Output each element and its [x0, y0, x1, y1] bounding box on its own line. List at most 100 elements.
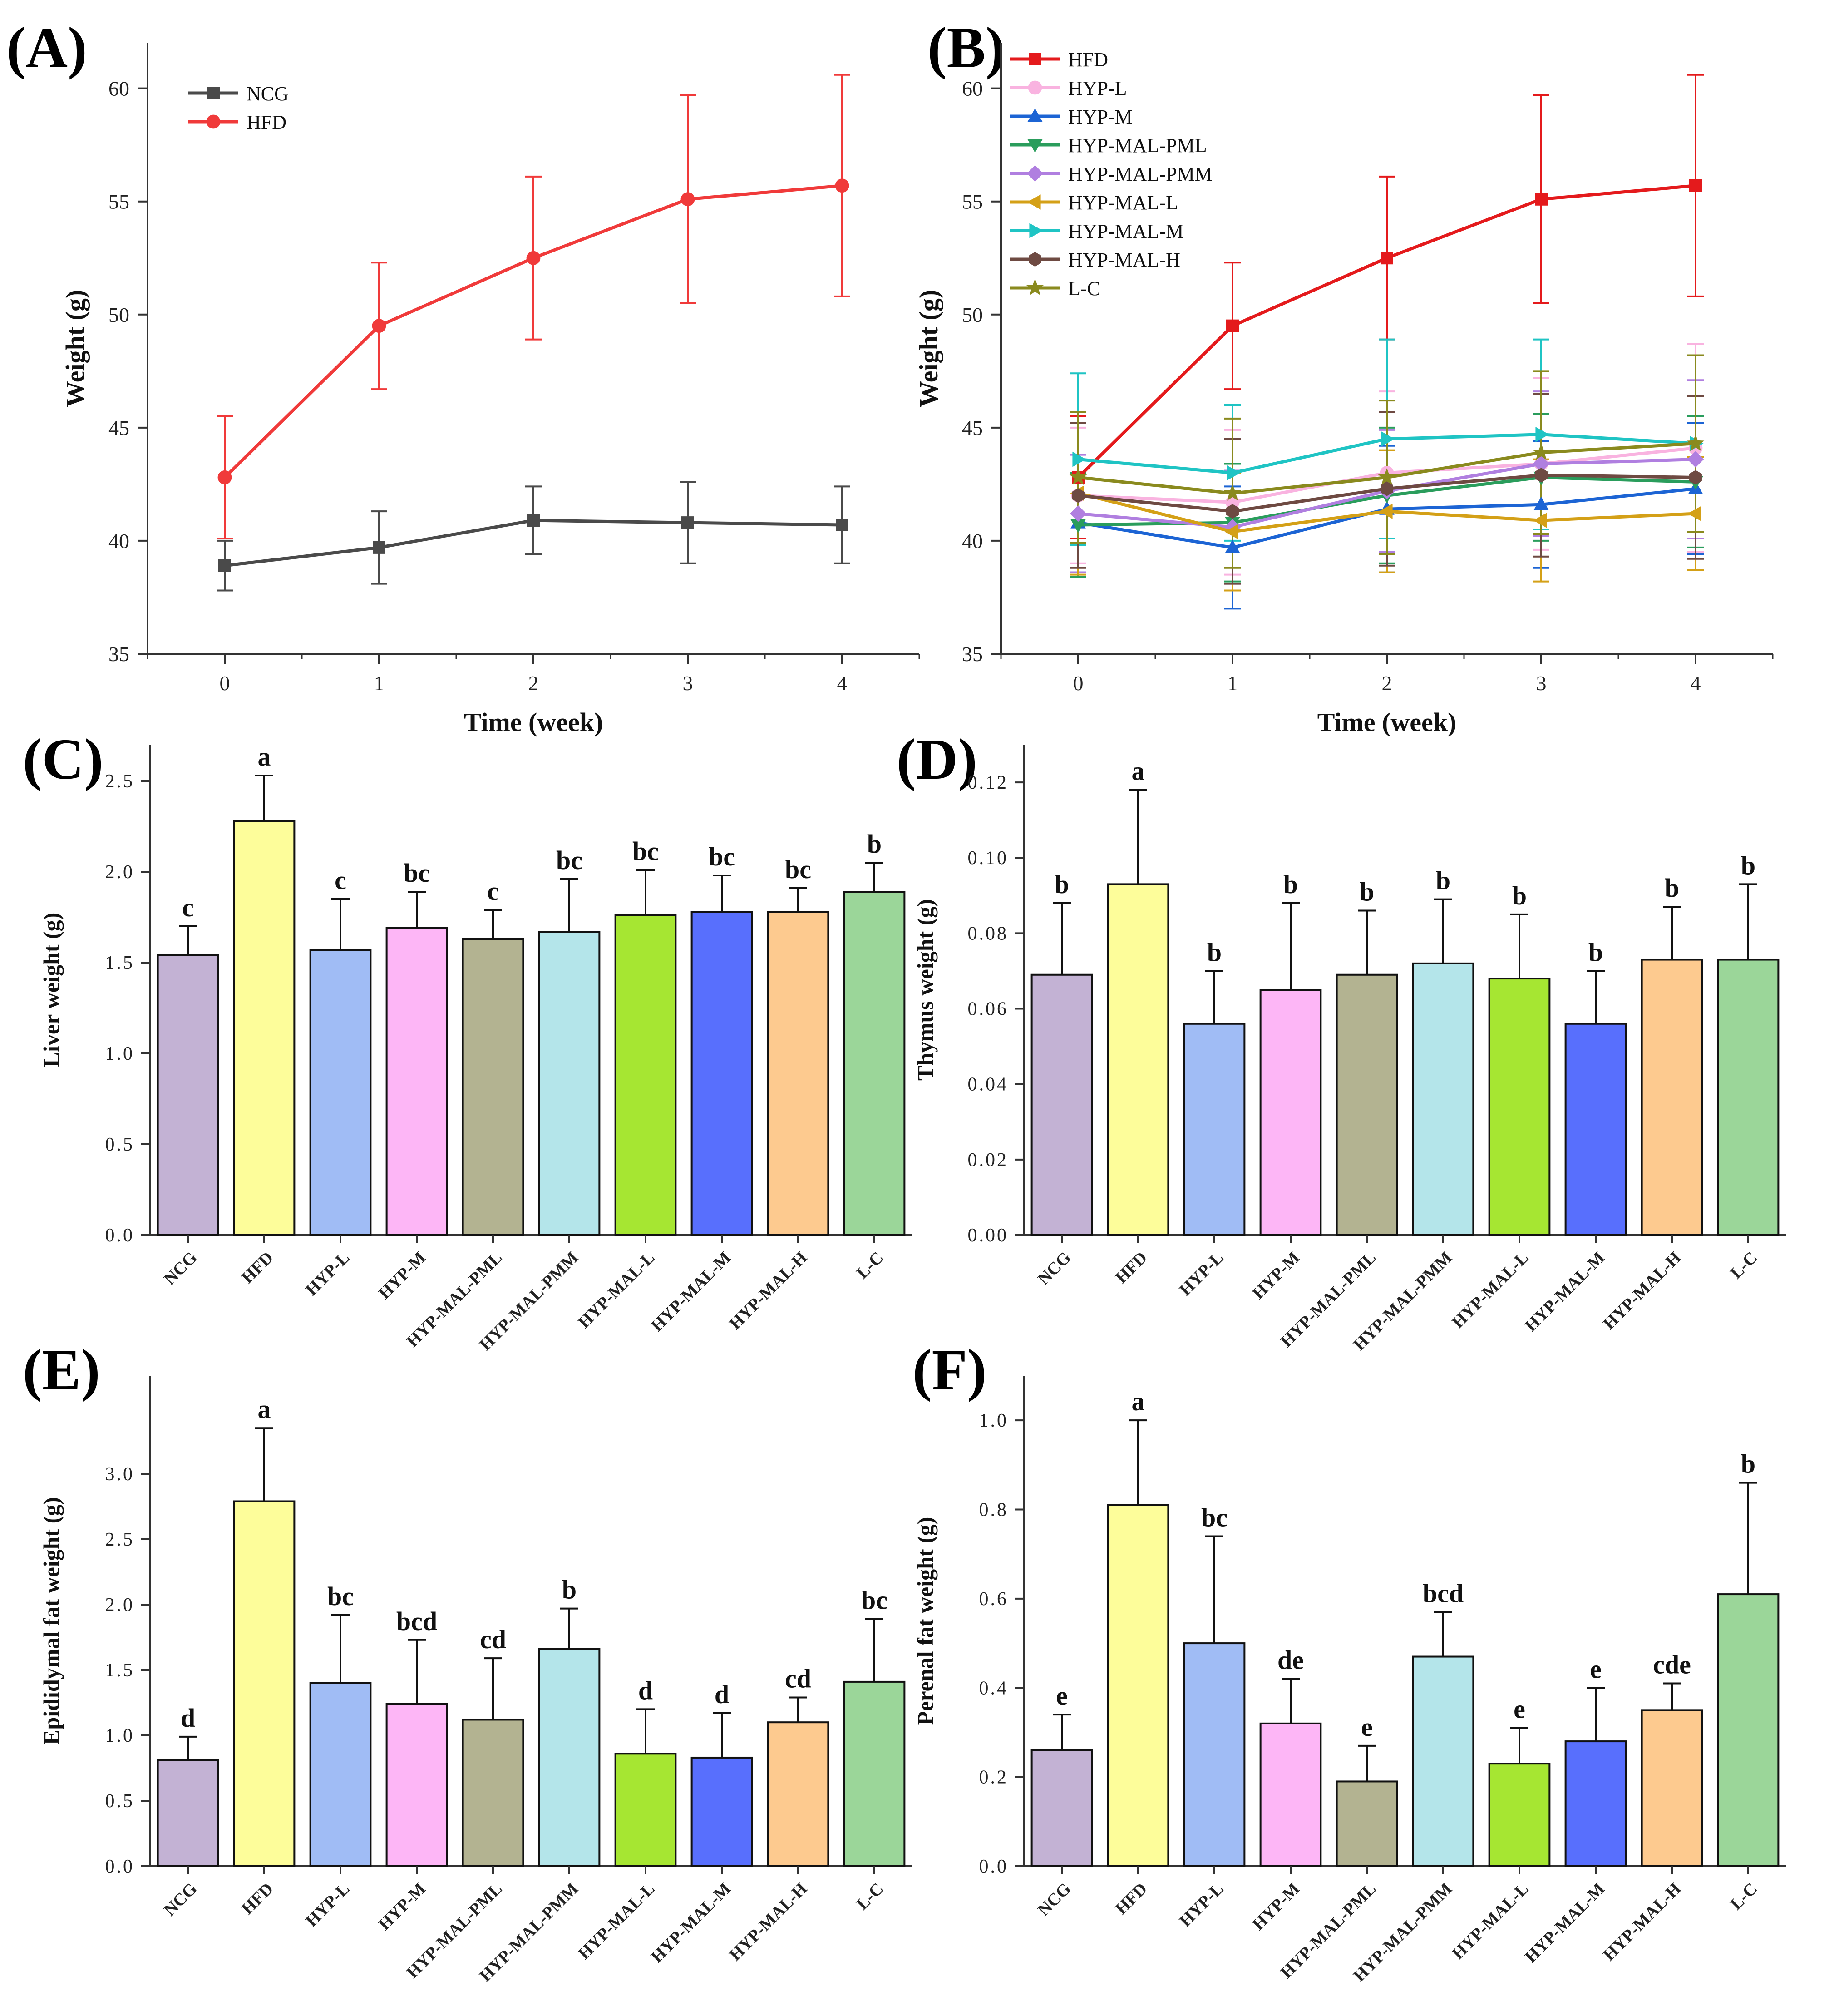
panel-b-l-c-point	[1378, 468, 1396, 485]
panel-b-hfd-point	[1381, 252, 1393, 265]
panel-d-l-c-bar	[1717, 959, 1780, 1236]
panel-b-hyp-mal-h-point	[1072, 488, 1085, 503]
panel-f-y-tick-label: 0.6	[979, 1589, 1009, 1610]
panel-e-hfd-significance-label: a	[258, 1394, 271, 1424]
panel-d-y-tick-label: 0.08	[968, 923, 1009, 944]
panel-b-x-tick-label: 4	[1691, 672, 1701, 695]
panel-d-hyp-m-bar	[1259, 989, 1322, 1236]
panel-e-l-c-bar	[843, 1680, 906, 1867]
panel-b-hyp-mal-m-point	[1072, 451, 1086, 467]
panel-f-y-tick-label: 0.2	[979, 1767, 1009, 1788]
panel-d-hyp-mal-h-significance-label: b	[1665, 873, 1679, 903]
panel-c-hyp-mal-h-significance-label: bc	[785, 855, 811, 884]
panel-c-ncg-bar	[157, 954, 219, 1236]
panel-b-hyp-mal-m-point	[1381, 431, 1395, 447]
panel-e-hyp-mal-pmm-bar	[538, 1648, 601, 1867]
panel-b-hyp-mal-l-point	[1379, 504, 1393, 519]
panel-f-y-tick-label: 0.0	[979, 1856, 1009, 1877]
panel-c-y-tick-label: 1.0	[105, 1043, 135, 1064]
panel-b-x-axis-title: Time (week)	[1317, 707, 1457, 737]
panel-e-y-tick-label: 3.0	[105, 1464, 135, 1485]
panel-a-x-axis-title: Time (week)	[464, 707, 603, 737]
panel-b-hyp-m-point	[1533, 496, 1549, 510]
panel-b-legend-hyp-m-label: HYP-M	[1068, 106, 1133, 128]
panel-b-legend-hfd-marker	[1029, 53, 1041, 65]
panel-f-l-c-significance-label: b	[1741, 1449, 1755, 1479]
panel-b-x-tick-label: 3	[1536, 672, 1547, 695]
panel-d-y-tick-label: 0.04	[968, 1074, 1009, 1095]
panel-b-y-tick-label: 35	[962, 642, 983, 666]
panel-b-l-c-point	[1532, 443, 1550, 460]
panel-b-hfd-point	[1535, 193, 1548, 206]
panel-a-y-tick-label: 55	[108, 190, 129, 213]
panel-f-hyp-mal-h-bar	[1641, 1709, 1703, 1867]
panel-d-y-tick-label: 0.06	[968, 999, 1009, 1020]
panel-b-plot: 35 40 45 50 55 60 0 1 2 3 4 Time (week) Weight (g) HF…	[914, 43, 1774, 737]
panel-b: (B) 35 40 45 50 55 60 0 1 2 3 4 Time (week) Weight (…	[914, 15, 1774, 737]
panel-e-y-tick-label: 1.0	[105, 1725, 135, 1746]
panel-d-hyp-l-significance-label: b	[1207, 937, 1222, 967]
panel-f-hyp-m-significance-label: de	[1277, 1645, 1304, 1675]
panel-b-legend-hyp-mal-pml-marker	[1027, 139, 1043, 153]
panel-b-hyp-mal-h-point	[1689, 470, 1702, 485]
panel-b-x-tick-label: 1	[1228, 672, 1238, 695]
panel-e-y-tick-label: 2.0	[105, 1595, 135, 1616]
panel-b-hyp-mal-h-point	[1226, 504, 1239, 519]
panel-b-legend-hyp-mal-h-marker	[1029, 252, 1041, 267]
panel-d-hyp-mal-pml-bar	[1336, 973, 1398, 1236]
panel-b-legend-hfd-label: HFD	[1068, 49, 1108, 71]
panel-a-x-tick-label: 3	[683, 672, 693, 695]
panel-f-hyp-mal-m-significance-label: e	[1590, 1654, 1602, 1684]
panel-e-y-axis-title: Epididymal fat weight (g)	[39, 1497, 64, 1745]
panel-e-y-tick-label: 0.0	[105, 1856, 135, 1877]
panel-e-ncg-significance-label: d	[181, 1703, 195, 1733]
panel-b-legend-l-c-marker	[1026, 278, 1044, 296]
panel-b-legend-hyp-mal-pmm-label: HYP-MAL-PMM	[1068, 163, 1213, 185]
panel-a-hfd-point	[372, 319, 386, 333]
panel-a-x-tick-label: 2	[528, 672, 539, 695]
panel-d-y-tick-label: 0.00	[968, 1225, 1009, 1246]
panel-b-hyp-mal-l-point	[1533, 513, 1547, 528]
panel-f-ncg-bar	[1030, 1749, 1093, 1868]
panel-b-hyp-mal-m-point	[1227, 465, 1241, 481]
panel-a-x-tick-label: 0	[220, 672, 230, 695]
panel-a-legend-ncg-label: NCG	[247, 83, 289, 105]
panel-c-y-tick-label: 2.0	[105, 862, 135, 883]
panel-f-letter: (F)	[912, 1338, 986, 1402]
panel-a-hfd-point	[680, 192, 695, 207]
panel-e-hyp-mal-h-bar	[767, 1721, 829, 1867]
panel-e-hyp-l-significance-label: bc	[327, 1581, 354, 1611]
panel-a-ncg-point	[681, 516, 694, 529]
panel-c-hyp-mal-pml-significance-label: c	[487, 876, 499, 906]
panel-f-hyp-mal-pml-significance-label: e	[1361, 1712, 1373, 1742]
panel-b-hyp-mal-pmm-point	[1687, 451, 1704, 468]
panel-f-y-tick-label: 1.0	[979, 1410, 1009, 1431]
panel-d-hyp-m-significance-label: b	[1283, 870, 1298, 899]
panel-a-hfd-point	[835, 178, 849, 193]
panel-b-hyp-m-point	[1225, 539, 1240, 553]
panel-f-y-tick-label: 0.8	[979, 1500, 1009, 1521]
panel-d-ncg-significance-label: b	[1055, 870, 1069, 899]
panel-b-hyp-mal-pml-point	[1070, 519, 1086, 533]
panel-c-y-tick-label: 0.0	[105, 1225, 135, 1246]
panel-e-hyp-mal-h-significance-label: cd	[785, 1664, 811, 1693]
panel-b-l-c-point	[1686, 434, 1705, 451]
panel-a-x-tick-label: 4	[837, 672, 848, 695]
panel-b-legend-hyp-mal-m-marker	[1029, 223, 1043, 238]
panel-e-y-tick-label: 2.5	[105, 1529, 135, 1550]
panel-d-hyp-l-bar	[1183, 1023, 1246, 1236]
panel-c-hfd-bar	[233, 820, 296, 1236]
panel-b-y-tick-label: 40	[962, 529, 983, 553]
panel-e-l-c-significance-label: bc	[861, 1586, 887, 1615]
panel-e-hyp-mal-l-bar	[614, 1753, 677, 1868]
panel-d-hyp-mal-pmm-significance-label: b	[1436, 866, 1450, 895]
panel-b-letter: (B)	[927, 15, 1005, 80]
panel-e-hyp-mal-pml-bar	[462, 1719, 524, 1867]
panel-b-hyp-mal-h-point	[1381, 481, 1393, 496]
panel-e-hyp-mal-m-bar	[690, 1756, 753, 1867]
panel-a-y-tick-label: 45	[108, 416, 129, 440]
panel-d-hfd-bar	[1107, 883, 1169, 1236]
panel-b-y-tick-label: 50	[962, 303, 983, 326]
